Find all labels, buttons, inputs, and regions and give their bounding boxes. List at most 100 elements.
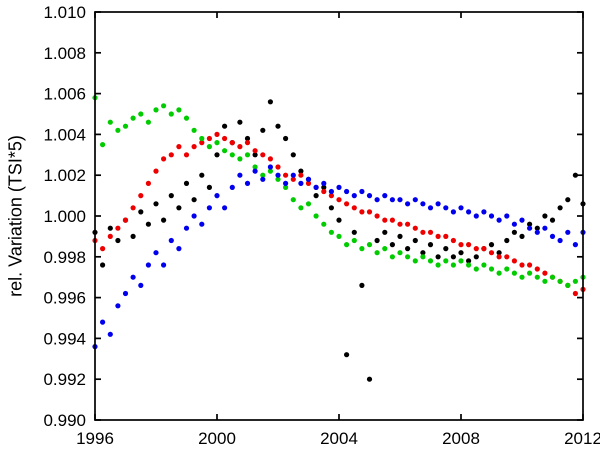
point-red	[382, 217, 388, 223]
point-black	[389, 242, 395, 248]
point-blue	[206, 205, 212, 211]
point-black	[557, 205, 563, 211]
point-green	[290, 197, 296, 203]
y-tick-label: 1.004	[43, 125, 86, 144]
point-red	[397, 221, 403, 227]
point-black	[100, 262, 106, 268]
point-blue	[382, 193, 388, 199]
point-red	[344, 201, 350, 207]
point-blue	[336, 184, 342, 190]
point-green	[130, 115, 136, 121]
point-blue	[549, 233, 556, 239]
point-blue	[305, 176, 312, 182]
point-blue	[397, 197, 403, 203]
point-red	[138, 193, 144, 199]
point-black	[405, 246, 411, 252]
point-red	[389, 217, 395, 223]
point-green	[191, 127, 197, 133]
point-green	[389, 254, 395, 260]
point-green	[466, 262, 472, 268]
point-black	[458, 250, 464, 256]
point-blue	[244, 180, 251, 186]
point-blue	[267, 164, 273, 170]
point-red	[420, 229, 426, 235]
point-black	[153, 201, 159, 207]
point-red	[466, 242, 472, 248]
point-black	[412, 237, 418, 244]
point-red	[229, 140, 235, 146]
point-green	[305, 201, 312, 207]
point-red	[473, 246, 479, 252]
point-black	[138, 209, 144, 215]
point-blue	[176, 246, 182, 252]
point-blue	[275, 172, 281, 178]
point-blue	[542, 225, 548, 231]
point-blue	[488, 213, 495, 219]
point-red	[435, 233, 441, 239]
point-green	[565, 282, 571, 288]
point-red	[328, 193, 334, 199]
point-red	[100, 246, 106, 252]
point-green	[458, 258, 464, 264]
point-green	[153, 107, 159, 113]
point-blue	[359, 188, 365, 195]
point-black	[527, 221, 533, 227]
point-black	[427, 242, 434, 248]
point-green	[351, 237, 357, 244]
point-red	[450, 237, 456, 244]
point-black	[382, 229, 388, 235]
point-blue	[496, 217, 502, 223]
point-green	[359, 246, 365, 252]
point-black	[473, 254, 479, 260]
point-blue	[229, 184, 235, 190]
point-red	[572, 290, 579, 297]
point-blue	[366, 193, 373, 199]
point-blue	[107, 331, 113, 337]
point-red	[542, 270, 548, 276]
point-green	[168, 111, 174, 117]
axes-box	[94, 11, 584, 421]
point-red	[153, 168, 159, 174]
y-tick-label: 0.990	[43, 411, 86, 430]
point-black	[420, 250, 426, 256]
point-red	[504, 254, 510, 260]
point-black	[244, 135, 251, 142]
point-black	[161, 217, 167, 223]
point-red	[427, 229, 434, 235]
point-red	[183, 152, 190, 158]
point-black	[176, 205, 182, 211]
point-red	[267, 156, 273, 162]
point-red	[351, 205, 357, 211]
point-green	[138, 111, 144, 117]
y-tick-label: 0.998	[43, 248, 86, 267]
point-blue	[138, 282, 144, 288]
point-blue	[214, 193, 220, 199]
point-green	[275, 176, 281, 182]
point-green	[511, 270, 517, 276]
point-blue	[252, 168, 258, 174]
point-black	[565, 197, 571, 203]
point-green	[176, 107, 182, 113]
point-blue	[191, 213, 197, 219]
point-black	[168, 193, 174, 199]
y-tick-label: 1.006	[43, 85, 86, 104]
point-green	[412, 258, 418, 264]
point-green	[145, 119, 151, 125]
point-black	[183, 180, 190, 186]
point-red	[206, 135, 212, 142]
point-green	[450, 262, 456, 268]
point-black	[290, 152, 296, 158]
point-red	[145, 180, 151, 186]
y-tick-label: 1.002	[43, 166, 86, 185]
point-green	[481, 262, 487, 268]
point-blue	[100, 319, 106, 325]
point-blue	[283, 180, 289, 186]
point-black	[199, 172, 205, 178]
point-red	[214, 131, 220, 137]
point-black	[145, 221, 151, 227]
point-blue	[161, 262, 167, 268]
point-black	[366, 376, 373, 382]
point-blue	[435, 201, 441, 207]
point-black	[511, 229, 517, 235]
point-green	[336, 233, 342, 239]
